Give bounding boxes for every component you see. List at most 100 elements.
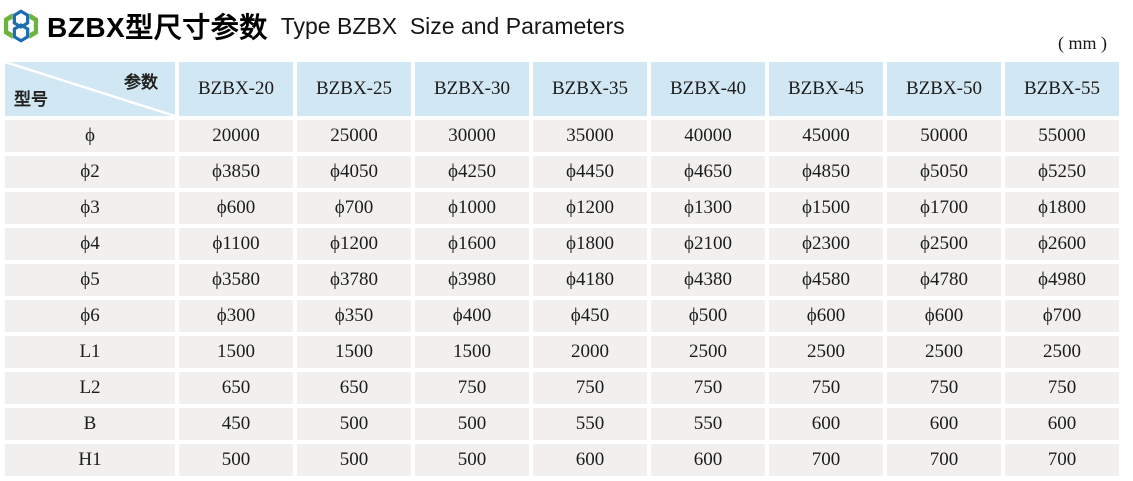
value-cell: ϕ300 <box>179 300 293 332</box>
value-cell: 600 <box>651 444 765 476</box>
value-cell: ϕ4250 <box>415 156 529 188</box>
value-cell: 500 <box>415 444 529 476</box>
value-cell: ϕ600 <box>179 192 293 224</box>
value-cell: ϕ3850 <box>179 156 293 188</box>
value-cell: 650 <box>179 372 293 404</box>
column-header: BZBX-50 <box>887 62 1001 116</box>
value-cell: ϕ2100 <box>651 228 765 260</box>
column-header: BZBX-30 <box>415 62 529 116</box>
value-cell: ϕ1200 <box>297 228 411 260</box>
value-cell: ϕ4180 <box>533 264 647 296</box>
value-cell: ϕ700 <box>297 192 411 224</box>
column-header: BZBX-55 <box>1005 62 1119 116</box>
value-cell: ϕ3780 <box>297 264 411 296</box>
column-header-row: 参数 型号 BZBX-20 BZBX-25 BZBX-30 BZBX-35 BZBX-4… <box>5 62 1119 116</box>
table-row: ϕ4 ϕ1100 ϕ1200 ϕ1600 ϕ1800 ϕ2100 ϕ2300 ϕ2500 ϕ26… <box>5 228 1119 260</box>
value-cell: 700 <box>769 444 883 476</box>
value-cell: 35000 <box>533 120 647 152</box>
row-label: ϕ3 <box>5 192 175 224</box>
column-header: BZBX-20 <box>179 62 293 116</box>
table-row: ϕ3 ϕ600 ϕ700 ϕ1000 ϕ1200 ϕ1300 ϕ1500 ϕ1700 ϕ1800 <box>5 192 1119 224</box>
value-cell: ϕ1700 <box>887 192 1001 224</box>
value-cell: ϕ5250 <box>1005 156 1119 188</box>
value-cell: 45000 <box>769 120 883 152</box>
value-cell: ϕ5050 <box>887 156 1001 188</box>
value-cell: ϕ1300 <box>651 192 765 224</box>
column-header: BZBX-35 <box>533 62 647 116</box>
value-cell: 550 <box>533 408 647 440</box>
page-header: BZBX型尺寸参数 Type BZBX Size and Parameters <box>2 6 625 46</box>
row-label: ϕ4 <box>5 228 175 260</box>
row-label: H1 <box>5 444 175 476</box>
value-cell: ϕ1600 <box>415 228 529 260</box>
value-cell: ϕ500 <box>651 300 765 332</box>
value-cell: 500 <box>179 444 293 476</box>
value-cell: 25000 <box>297 120 411 152</box>
value-cell: 500 <box>297 444 411 476</box>
value-cell: ϕ3580 <box>179 264 293 296</box>
value-cell: ϕ4580 <box>769 264 883 296</box>
value-cell: 2500 <box>1005 336 1119 368</box>
row-label: L1 <box>5 336 175 368</box>
value-cell: ϕ1200 <box>533 192 647 224</box>
row-label: ϕ5 <box>5 264 175 296</box>
unit-label: ( mm ) <box>1058 33 1107 53</box>
brand-emblem-icon <box>2 7 40 45</box>
value-cell: ϕ1800 <box>1005 192 1119 224</box>
value-cell: ϕ1100 <box>179 228 293 260</box>
value-cell: 2500 <box>887 336 1001 368</box>
value-cell: 600 <box>887 408 1001 440</box>
value-cell: ϕ4980 <box>1005 264 1119 296</box>
row-label: ϕ2 <box>5 156 175 188</box>
value-cell: 750 <box>1005 372 1119 404</box>
row-label: ϕ <box>5 120 175 152</box>
table-row: B 450 500 500 550 550 600 600 600 <box>5 408 1119 440</box>
table-row: L1 1500 1500 1500 2000 2500 2500 2500 2500 <box>5 336 1119 368</box>
row-label: B <box>5 408 175 440</box>
value-cell: ϕ4780 <box>887 264 1001 296</box>
value-cell: 20000 <box>179 120 293 152</box>
table-row: ϕ2 ϕ3850 ϕ4050 ϕ4250 ϕ4450 ϕ4650 ϕ4850 ϕ5050 ϕ52… <box>5 156 1119 188</box>
value-cell: 600 <box>769 408 883 440</box>
value-cell: 2000 <box>533 336 647 368</box>
column-header: BZBX-45 <box>769 62 883 116</box>
value-cell: 750 <box>887 372 1001 404</box>
value-cell: ϕ4050 <box>297 156 411 188</box>
value-cell: 1500 <box>297 336 411 368</box>
page-title-cn: BZBX型尺寸参数 <box>47 12 268 43</box>
value-cell: ϕ1500 <box>769 192 883 224</box>
value-cell: ϕ450 <box>533 300 647 332</box>
row-label: ϕ6 <box>5 300 175 332</box>
value-cell: 600 <box>533 444 647 476</box>
value-cell: 600 <box>1005 408 1119 440</box>
table-row: ϕ5 ϕ3580 ϕ3780 ϕ3980 ϕ4180 ϕ4380 ϕ4580 ϕ4780 ϕ49… <box>5 264 1119 296</box>
value-cell: 500 <box>415 408 529 440</box>
value-cell: 750 <box>651 372 765 404</box>
table-row: ϕ 20000 25000 30000 35000 40000 45000 50000 5500… <box>5 120 1119 152</box>
value-cell: ϕ3980 <box>415 264 529 296</box>
value-cell: 2500 <box>769 336 883 368</box>
value-cell: 650 <box>297 372 411 404</box>
value-cell: 2500 <box>651 336 765 368</box>
value-cell: 750 <box>415 372 529 404</box>
diagonal-divider-line <box>5 62 175 116</box>
table-row: ϕ6 ϕ300 ϕ350 ϕ400 ϕ450 ϕ500 ϕ600 ϕ600 ϕ700 <box>5 300 1119 332</box>
value-cell: 1500 <box>415 336 529 368</box>
value-cell: 500 <box>297 408 411 440</box>
value-cell: ϕ2600 <box>1005 228 1119 260</box>
value-cell: ϕ1800 <box>533 228 647 260</box>
value-cell: 750 <box>769 372 883 404</box>
table-row: H1 500 500 500 600 600 700 700 700 <box>5 444 1119 476</box>
diagonal-corner-cell: 参数 型号 <box>5 62 175 116</box>
value-cell: 30000 <box>415 120 529 152</box>
value-cell: ϕ400 <box>415 300 529 332</box>
value-cell: ϕ4450 <box>533 156 647 188</box>
value-cell: 750 <box>533 372 647 404</box>
value-cell: 450 <box>179 408 293 440</box>
value-cell: 700 <box>887 444 1001 476</box>
value-cell: ϕ4380 <box>651 264 765 296</box>
value-cell: ϕ700 <box>1005 300 1119 332</box>
value-cell: 550 <box>651 408 765 440</box>
table-row: L2 650 650 750 750 750 750 750 750 <box>5 372 1119 404</box>
corner-label-model: 型号 <box>14 90 48 109</box>
